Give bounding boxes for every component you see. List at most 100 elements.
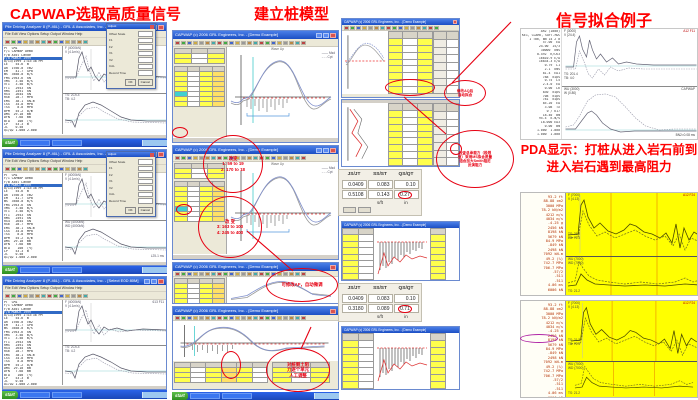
table-cell[interactable] bbox=[388, 138, 403, 145]
table-cell[interactable] bbox=[175, 54, 191, 58]
table-cell[interactable] bbox=[358, 254, 373, 260]
table-cell[interactable] bbox=[237, 373, 252, 377]
table-cell[interactable] bbox=[175, 49, 191, 53]
table-cell[interactable] bbox=[431, 340, 445, 347]
toolbar-icon[interactable] bbox=[187, 40, 192, 45]
table-cell[interactable] bbox=[358, 340, 373, 347]
start-button[interactable]: start bbox=[2, 139, 18, 147]
table-cell[interactable] bbox=[191, 54, 208, 58]
table-cell[interactable] bbox=[388, 59, 403, 66]
toolbar-icon[interactable] bbox=[416, 25, 421, 30]
table-cell[interactable] bbox=[343, 254, 358, 260]
table-cell[interactable] bbox=[358, 235, 373, 241]
table-cell[interactable] bbox=[200, 197, 212, 201]
toolbar-icon[interactable] bbox=[271, 40, 276, 45]
toolbar-icon[interactable] bbox=[47, 293, 52, 298]
table-cell[interactable] bbox=[187, 299, 199, 303]
toolbar-icon[interactable] bbox=[187, 271, 192, 276]
table-cell[interactable] bbox=[190, 373, 205, 377]
table-cell[interactable] bbox=[358, 347, 373, 354]
table-cell[interactable] bbox=[403, 52, 418, 59]
toolbar-icon[interactable] bbox=[235, 315, 240, 320]
table-cell[interactable] bbox=[187, 182, 199, 186]
table-cell[interactable] bbox=[175, 169, 191, 173]
taskbar-item[interactable] bbox=[51, 391, 82, 398]
close-button[interactable] bbox=[158, 151, 164, 157]
table-cell[interactable] bbox=[403, 45, 418, 52]
toolbar-icon[interactable] bbox=[289, 155, 294, 160]
toolbar-icon[interactable] bbox=[29, 166, 34, 171]
toolbar-icon[interactable] bbox=[223, 271, 228, 276]
toolbar-icon[interactable] bbox=[211, 271, 216, 276]
table-cell[interactable] bbox=[434, 86, 446, 93]
table-cell[interactable] bbox=[200, 87, 212, 91]
table-cell[interactable] bbox=[212, 97, 224, 101]
table-cell[interactable] bbox=[358, 375, 373, 382]
window-titlebar[interactable]: CAPWAP (c) 2006 GRL Engineers, Inc. - [D… bbox=[342, 222, 459, 228]
taskbar-item[interactable] bbox=[19, 140, 50, 146]
toolbar-icon[interactable] bbox=[259, 315, 264, 320]
table-cell[interactable] bbox=[200, 77, 212, 81]
toolbar-icon[interactable] bbox=[41, 39, 46, 44]
toolbar-icon[interactable] bbox=[271, 315, 276, 320]
toolbar-icon[interactable] bbox=[265, 315, 270, 320]
table-cell[interactable] bbox=[446, 70, 458, 78]
table-cell[interactable] bbox=[187, 289, 199, 293]
table-cell[interactable] bbox=[187, 207, 199, 211]
toolbar-icon[interactable] bbox=[35, 293, 40, 298]
table-button[interactable] bbox=[358, 207, 371, 213]
close-button[interactable] bbox=[158, 24, 164, 30]
table-cell[interactable] bbox=[431, 334, 445, 340]
toolbar-icon[interactable] bbox=[205, 315, 210, 320]
toolbar-icon[interactable] bbox=[53, 39, 58, 44]
table-cell[interactable] bbox=[434, 70, 446, 78]
table-cell[interactable] bbox=[206, 368, 221, 372]
toolbar-icon[interactable] bbox=[247, 315, 252, 320]
table-cell[interactable] bbox=[200, 102, 212, 106]
toolbar-icon[interactable] bbox=[175, 40, 180, 45]
table-cell[interactable] bbox=[175, 72, 187, 76]
table-cell[interactable] bbox=[358, 354, 373, 361]
table-cell[interactable] bbox=[343, 347, 358, 354]
toolbar-icon[interactable] bbox=[295, 155, 300, 160]
table-cell[interactable] bbox=[206, 363, 221, 367]
close-button[interactable] bbox=[330, 308, 336, 314]
table-cell[interactable] bbox=[388, 110, 403, 117]
table-cell[interactable] bbox=[343, 368, 358, 375]
toolbar-icon[interactable] bbox=[398, 25, 403, 30]
toolbar-icon[interactable] bbox=[235, 271, 240, 276]
table-cell[interactable] bbox=[388, 117, 403, 124]
table-cell[interactable] bbox=[358, 248, 373, 254]
taskbar-item[interactable] bbox=[19, 391, 50, 398]
toolbar-icon[interactable] bbox=[47, 166, 52, 171]
toolbar-icon[interactable] bbox=[295, 315, 300, 320]
toolbar-icon[interactable] bbox=[59, 293, 64, 298]
table-cell[interactable] bbox=[403, 73, 418, 80]
table-cell[interactable] bbox=[212, 192, 224, 196]
toolbar-icon[interactable] bbox=[53, 166, 58, 171]
toolbar-icon[interactable] bbox=[362, 25, 367, 30]
menu-bar[interactable]: File Edit View Options Setup Output Wind… bbox=[3, 158, 166, 165]
toolbar-icon[interactable] bbox=[181, 155, 186, 160]
table-cell[interactable] bbox=[446, 55, 458, 62]
table-cell[interactable] bbox=[434, 119, 446, 127]
table-cell[interactable] bbox=[434, 39, 446, 47]
toolbar-icon[interactable] bbox=[77, 166, 82, 171]
table-cell[interactable] bbox=[190, 368, 205, 372]
table-cell[interactable] bbox=[343, 354, 358, 361]
toolbar-icon[interactable] bbox=[65, 166, 70, 171]
toolbar-icon[interactable] bbox=[265, 40, 270, 45]
toolbar-icon[interactable] bbox=[41, 166, 46, 171]
toolbar-icon[interactable] bbox=[283, 155, 288, 160]
table-cell[interactable] bbox=[418, 66, 433, 73]
toolbar-icon[interactable] bbox=[356, 25, 361, 30]
minimize-button[interactable] bbox=[316, 147, 322, 153]
table-cell[interactable] bbox=[388, 152, 403, 159]
minimize-button[interactable] bbox=[144, 278, 150, 284]
toolbar-icon[interactable] bbox=[17, 166, 22, 171]
table-cell[interactable] bbox=[175, 197, 187, 201]
toolbar-icon[interactable] bbox=[344, 25, 349, 30]
toolbar-icon[interactable] bbox=[277, 40, 282, 45]
toolbar-icon[interactable] bbox=[205, 40, 210, 45]
toolbar-icon[interactable] bbox=[380, 25, 385, 30]
